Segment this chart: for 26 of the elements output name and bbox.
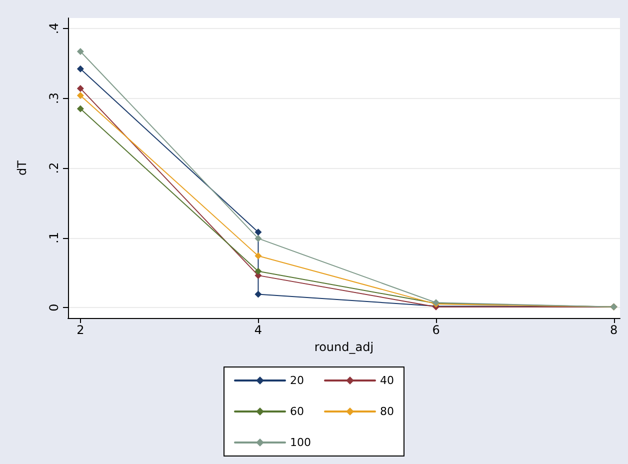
point — [76, 84, 84, 92]
point — [254, 268, 262, 275]
y-tick-label: 0 — [47, 304, 61, 312]
legend-label: 100 — [290, 436, 312, 449]
point — [76, 92, 84, 99]
legend-label: 60 — [290, 405, 304, 418]
y-tick-label: .1 — [47, 232, 61, 244]
y-tick-label: .4 — [47, 22, 61, 34]
x-axis-title: round_adj — [314, 340, 374, 354]
point — [254, 252, 262, 260]
y-axis-title: dT — [15, 160, 29, 176]
legend-label: 40 — [380, 374, 394, 387]
y-tick-label: .2 — [47, 162, 61, 174]
legend-label: 20 — [290, 374, 304, 387]
point — [76, 105, 84, 112]
point — [254, 234, 262, 242]
y-tick-label: .3 — [47, 92, 61, 104]
point — [76, 48, 84, 55]
point — [76, 65, 84, 72]
legend-label: 80 — [380, 405, 394, 418]
x-tick-label: 6 — [432, 323, 440, 337]
x-tick-label: 4 — [254, 323, 262, 337]
x-tick-label: 2 — [76, 323, 84, 337]
point — [254, 290, 262, 298]
x-tick-label: 8 — [610, 323, 618, 337]
point — [254, 228, 262, 236]
